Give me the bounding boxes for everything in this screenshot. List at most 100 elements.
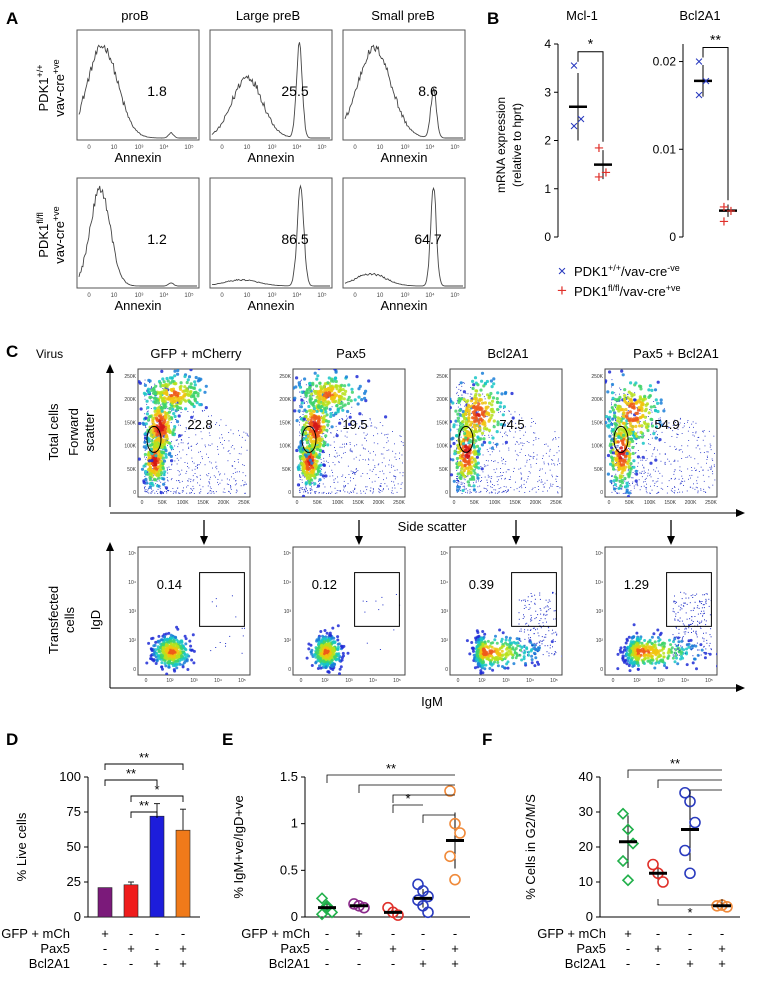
flow-dot-dense bbox=[451, 436, 455, 440]
flow-dot bbox=[366, 473, 368, 475]
flow-dot-dense bbox=[363, 391, 367, 395]
flow-dot bbox=[305, 488, 307, 490]
flow-dot bbox=[467, 475, 469, 477]
flow-dot bbox=[151, 491, 153, 493]
histogram-tick-label: 10⁴ bbox=[292, 144, 302, 151]
flow-dot-dense bbox=[561, 655, 562, 658]
flow-dot bbox=[555, 437, 556, 438]
flow-dot bbox=[311, 486, 312, 488]
flow-dot bbox=[490, 480, 491, 482]
flow-dot-dense bbox=[498, 405, 502, 409]
flow-dot bbox=[300, 460, 302, 462]
histogram-tick-label: 0 bbox=[220, 145, 224, 151]
flow-dot bbox=[497, 484, 499, 486]
flow-dot-dense bbox=[504, 653, 508, 657]
flow-dot-dense bbox=[463, 431, 467, 436]
flow-dot-dense bbox=[153, 406, 157, 410]
flow-dot bbox=[344, 435, 346, 437]
flow-dot-dense bbox=[496, 664, 500, 668]
flow-dot-dense bbox=[138, 381, 142, 385]
flow-dot-dense bbox=[450, 444, 452, 448]
flow-dot-dense bbox=[301, 425, 305, 430]
flow-dot bbox=[305, 457, 307, 459]
flow-tick-label: 0 bbox=[300, 678, 303, 684]
flow-dot bbox=[218, 484, 219, 486]
flow-dot bbox=[399, 472, 401, 474]
y-tick-label: 4 bbox=[544, 37, 551, 51]
flow-dot-dense bbox=[329, 397, 334, 401]
flow-dot bbox=[471, 393, 473, 395]
flow-dot bbox=[493, 449, 495, 451]
flow-dot bbox=[355, 421, 357, 423]
flow-dot bbox=[541, 481, 543, 483]
flow-dot bbox=[330, 486, 331, 488]
flow-dot bbox=[157, 478, 159, 480]
flow-dot-dense bbox=[143, 440, 147, 444]
flow-dot bbox=[392, 450, 394, 452]
flow-dot bbox=[400, 488, 402, 489]
panel-b-legend-wt: PDK1+/+/vav-cre-ve bbox=[574, 263, 680, 279]
flow-dot-dense bbox=[184, 407, 188, 411]
flow-points bbox=[293, 369, 404, 497]
flow-dot bbox=[509, 410, 510, 412]
flow-dot bbox=[299, 488, 301, 490]
flow-dot bbox=[356, 492, 358, 494]
flow-dot-dense bbox=[498, 646, 502, 650]
flow-dot bbox=[313, 388, 314, 390]
flow-dot bbox=[377, 433, 379, 435]
flow-dot bbox=[354, 472, 356, 474]
flow-dot-dense bbox=[308, 481, 312, 485]
flow-dot bbox=[549, 450, 551, 452]
flow-dot-dense bbox=[156, 645, 160, 649]
data-point-x: × bbox=[695, 54, 704, 71]
histogram-tick-label: 10 bbox=[111, 145, 118, 151]
flow-dot bbox=[347, 483, 349, 485]
flow-dot bbox=[463, 485, 465, 487]
flow-dot-dense bbox=[154, 648, 158, 652]
flow-dot bbox=[240, 453, 242, 455]
flow-dot bbox=[469, 491, 471, 493]
flow-dot-dense bbox=[472, 445, 476, 449]
flow-dot bbox=[151, 479, 153, 481]
flow-dot-dense bbox=[536, 649, 540, 653]
flow-dot bbox=[343, 489, 344, 491]
flow-tick-label: 50K bbox=[158, 500, 168, 506]
flow-dot bbox=[210, 476, 211, 478]
flow-dot bbox=[534, 602, 536, 604]
flow-dot bbox=[486, 491, 487, 493]
flow-dot-dense bbox=[464, 504, 467, 507]
flow-dot-dense bbox=[161, 402, 165, 406]
flow-dot bbox=[457, 484, 458, 486]
flow-dot-dense bbox=[322, 418, 326, 422]
flow-dot-dense bbox=[204, 384, 208, 388]
flow-dot bbox=[484, 476, 486, 478]
flow-dot-dense bbox=[169, 394, 173, 398]
flow-dot-dense bbox=[485, 645, 489, 649]
flow-dot bbox=[374, 467, 376, 468]
flow-tick-label: 50K bbox=[439, 467, 449, 473]
flow-dot bbox=[190, 478, 192, 480]
flow-dot bbox=[360, 490, 361, 492]
flow-dot-dense bbox=[346, 651, 350, 655]
flow-dot-dense bbox=[145, 661, 149, 665]
flow-dot-dense bbox=[564, 653, 567, 656]
flow-dot bbox=[474, 468, 476, 470]
flow-dot bbox=[552, 483, 554, 485]
flow-dot bbox=[343, 485, 345, 487]
flow-dot bbox=[491, 491, 493, 493]
flow-dot-dense bbox=[457, 397, 461, 401]
flow-dot bbox=[181, 469, 183, 471]
flow-dot-dense bbox=[327, 670, 331, 674]
flow-dot bbox=[477, 411, 479, 413]
flow-dot-dense bbox=[513, 651, 517, 655]
flow-dot bbox=[166, 492, 168, 494]
flow-dot-dense bbox=[475, 465, 479, 469]
panel-b-title-bcl2a1: Bcl2A1 bbox=[679, 8, 720, 23]
flow-dot bbox=[171, 441, 172, 443]
flow-dot-dense bbox=[312, 653, 316, 657]
flow-dot bbox=[232, 445, 234, 446]
flow-dot-dense bbox=[154, 662, 158, 665]
flow-dot-dense bbox=[158, 414, 162, 418]
flow-dot-dense bbox=[171, 400, 175, 404]
histogram-tick-label: 10⁴ bbox=[292, 292, 302, 299]
